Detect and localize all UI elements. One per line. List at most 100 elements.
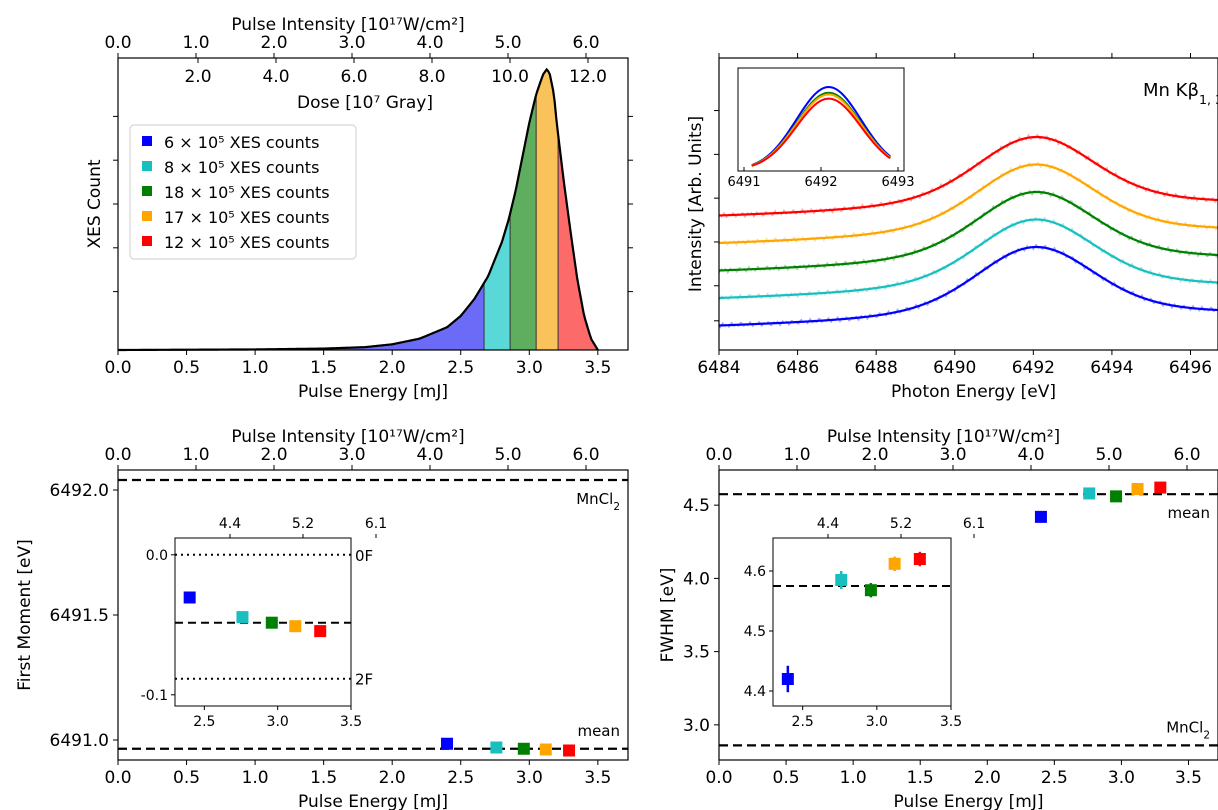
top-axis-label-a: Pulse Intensity [10¹⁷W/cm²] — [231, 15, 464, 35]
histogram-bin-5 — [558, 134, 612, 350]
legend-marker-1 — [142, 136, 152, 146]
reference-label-d-2: MnCl2 — [1166, 718, 1210, 741]
x-tick-label-d: 2.5 — [1041, 768, 1068, 788]
spectrum-fit-4 — [718, 163, 1218, 245]
top-tick-label-c: 4.0 — [416, 445, 443, 465]
top-tick-label-a: 0.0 — [104, 33, 131, 53]
inset-point-c-1 — [183, 591, 196, 604]
inset-top-tick-label-d: 6.1 — [963, 516, 985, 532]
top-tick-label-a: 4.0 — [416, 33, 443, 53]
inset-point-d-2 — [835, 574, 848, 586]
y-tick-label-d: 4.5 — [683, 496, 710, 516]
histogram-bin-2 — [484, 213, 511, 350]
inset-point-d-4 — [888, 557, 901, 570]
x-tick-label-a: 0.5 — [173, 358, 200, 378]
top-tick-label-a: 6.0 — [572, 33, 599, 53]
y-axis-label-a: XES Count — [85, 159, 105, 248]
top-tick-label-d: 3.0 — [939, 445, 966, 465]
dose-tick-label-a: 10.0 — [491, 67, 529, 87]
y-tick-label-d: 3.5 — [683, 643, 710, 663]
inset-line-label-c-3: 2F — [355, 671, 373, 689]
inset-point-c-4 — [289, 620, 302, 633]
top-tick-label-d: 1.0 — [783, 445, 810, 465]
spectrum-data-3 — [718, 189, 1218, 275]
inset-x-tick-label-d: 3.0 — [866, 714, 888, 730]
data-point-c-3 — [517, 742, 530, 755]
x-tick-label-b: 6486 — [776, 358, 819, 378]
x-axis-label-b: Photon Energy [eV] — [891, 382, 1056, 402]
inset-y-tick-label-d: 4.4 — [744, 684, 766, 700]
x-tick-label-d: 2.0 — [974, 768, 1001, 788]
x-tick-label-c: 2.0 — [379, 768, 406, 788]
x-tick-label-a: 2.0 — [379, 358, 406, 378]
top-tick-label-c: 6.0 — [572, 445, 599, 465]
top-tick-label-c: 5.0 — [494, 445, 521, 465]
inset-tick-label-b: 6491 — [727, 175, 760, 190]
inset-point-d-3 — [864, 584, 877, 597]
x-tick-label-c: 3.0 — [516, 768, 543, 788]
inset-x-tick-label-c: 3.5 — [340, 714, 362, 730]
top-tick-label-a: 5.0 — [494, 33, 521, 53]
data-point-c-2 — [490, 741, 503, 754]
inset-curve-b-5 — [751, 97, 891, 167]
inset-line-label-c-1: 0F — [355, 547, 373, 565]
inset-point-d-5 — [913, 553, 926, 565]
x-tick-label-a: 0.0 — [104, 358, 131, 378]
x-tick-label-a: 3.5 — [584, 358, 611, 378]
x-tick-label-b: 6492 — [1012, 358, 1055, 378]
spectrum-fit-2 — [718, 218, 1218, 300]
inset-y-tick-label-d: 4.6 — [744, 564, 766, 580]
spectrum-fit-3 — [718, 190, 1218, 272]
legend-entry-1: 6 × 10⁵ XES counts — [164, 133, 319, 152]
inset-top-tick-label-d: 5.2 — [890, 516, 912, 532]
y-axis-label-d: FWHM [eV] — [658, 568, 678, 663]
reference-label-c-1: MnCl2 — [576, 490, 620, 513]
x-tick-label-d: 1.0 — [840, 768, 867, 788]
inset-curve-b-1 — [751, 86, 891, 167]
x-tick-label-b: 6488 — [855, 358, 898, 378]
inset-point-c-2 — [236, 611, 249, 624]
spectrum-fit-5 — [718, 135, 1218, 217]
reference-label-c-2: mean — [577, 722, 620, 740]
dose-tick-label-a: 8.0 — [418, 67, 445, 87]
legend-marker-2 — [142, 161, 152, 171]
spectrum-data-4 — [718, 161, 1218, 247]
y-tick-label-d: 3.0 — [683, 716, 710, 736]
top-tick-label-a: 1.0 — [182, 33, 209, 53]
x-tick-label-c: 0.5 — [173, 768, 200, 788]
x-tick-label-d: 0.0 — [705, 768, 732, 788]
data-point-c-4 — [539, 743, 552, 756]
top-tick-label-d: 6.0 — [1173, 445, 1200, 465]
spectrum-fit-1 — [718, 245, 1218, 327]
legend-entry-5: 12 × 10⁵ XES counts — [164, 233, 330, 252]
species-annotation: Mn Kβ1, 3 — [1143, 80, 1218, 107]
x-tick-label-d: 3.0 — [1108, 768, 1135, 788]
inset-top-tick-label-d: 4.4 — [817, 516, 839, 532]
y-axis-label-b: Intensity [Arb. Units] — [686, 116, 706, 292]
inset-point-c-3 — [265, 616, 278, 629]
x-tick-label-a: 1.5 — [310, 358, 337, 378]
dose-tick-label-a: 2.0 — [184, 67, 211, 87]
inset-y-tick-label-c: -0.1 — [141, 688, 168, 704]
dose-tick-label-a: 12.0 — [569, 67, 607, 87]
x-tick-label-b: 6490 — [933, 358, 976, 378]
y-tick-label-c: 6491.0 — [50, 731, 109, 751]
inset-tick-label-b: 6493 — [881, 175, 914, 190]
inset-y-tick-label-d: 4.5 — [744, 624, 766, 640]
dose-tick-label-a: 6.0 — [340, 67, 367, 87]
inset-point-d-1 — [781, 673, 794, 685]
inset-frame-b — [737, 67, 905, 172]
x-tick-label-b: 6496 — [1169, 358, 1212, 378]
x-tick-label-b: 6484 — [697, 358, 740, 378]
legend-entry-2: 8 × 10⁵ XES counts — [164, 158, 319, 177]
x-tick-label-a: 2.5 — [447, 358, 474, 378]
data-point-d-3 — [1110, 490, 1123, 503]
x-tick-label-c: 0.0 — [104, 768, 131, 788]
plot-frame-b — [718, 57, 1218, 351]
y-tick-label-c: 6492.0 — [50, 481, 109, 501]
inset-x-tick-label-c: 3.0 — [267, 714, 289, 730]
inset-frame-d — [772, 537, 952, 707]
histogram-bin-3 — [510, 94, 537, 351]
data-point-c-1 — [441, 737, 454, 750]
